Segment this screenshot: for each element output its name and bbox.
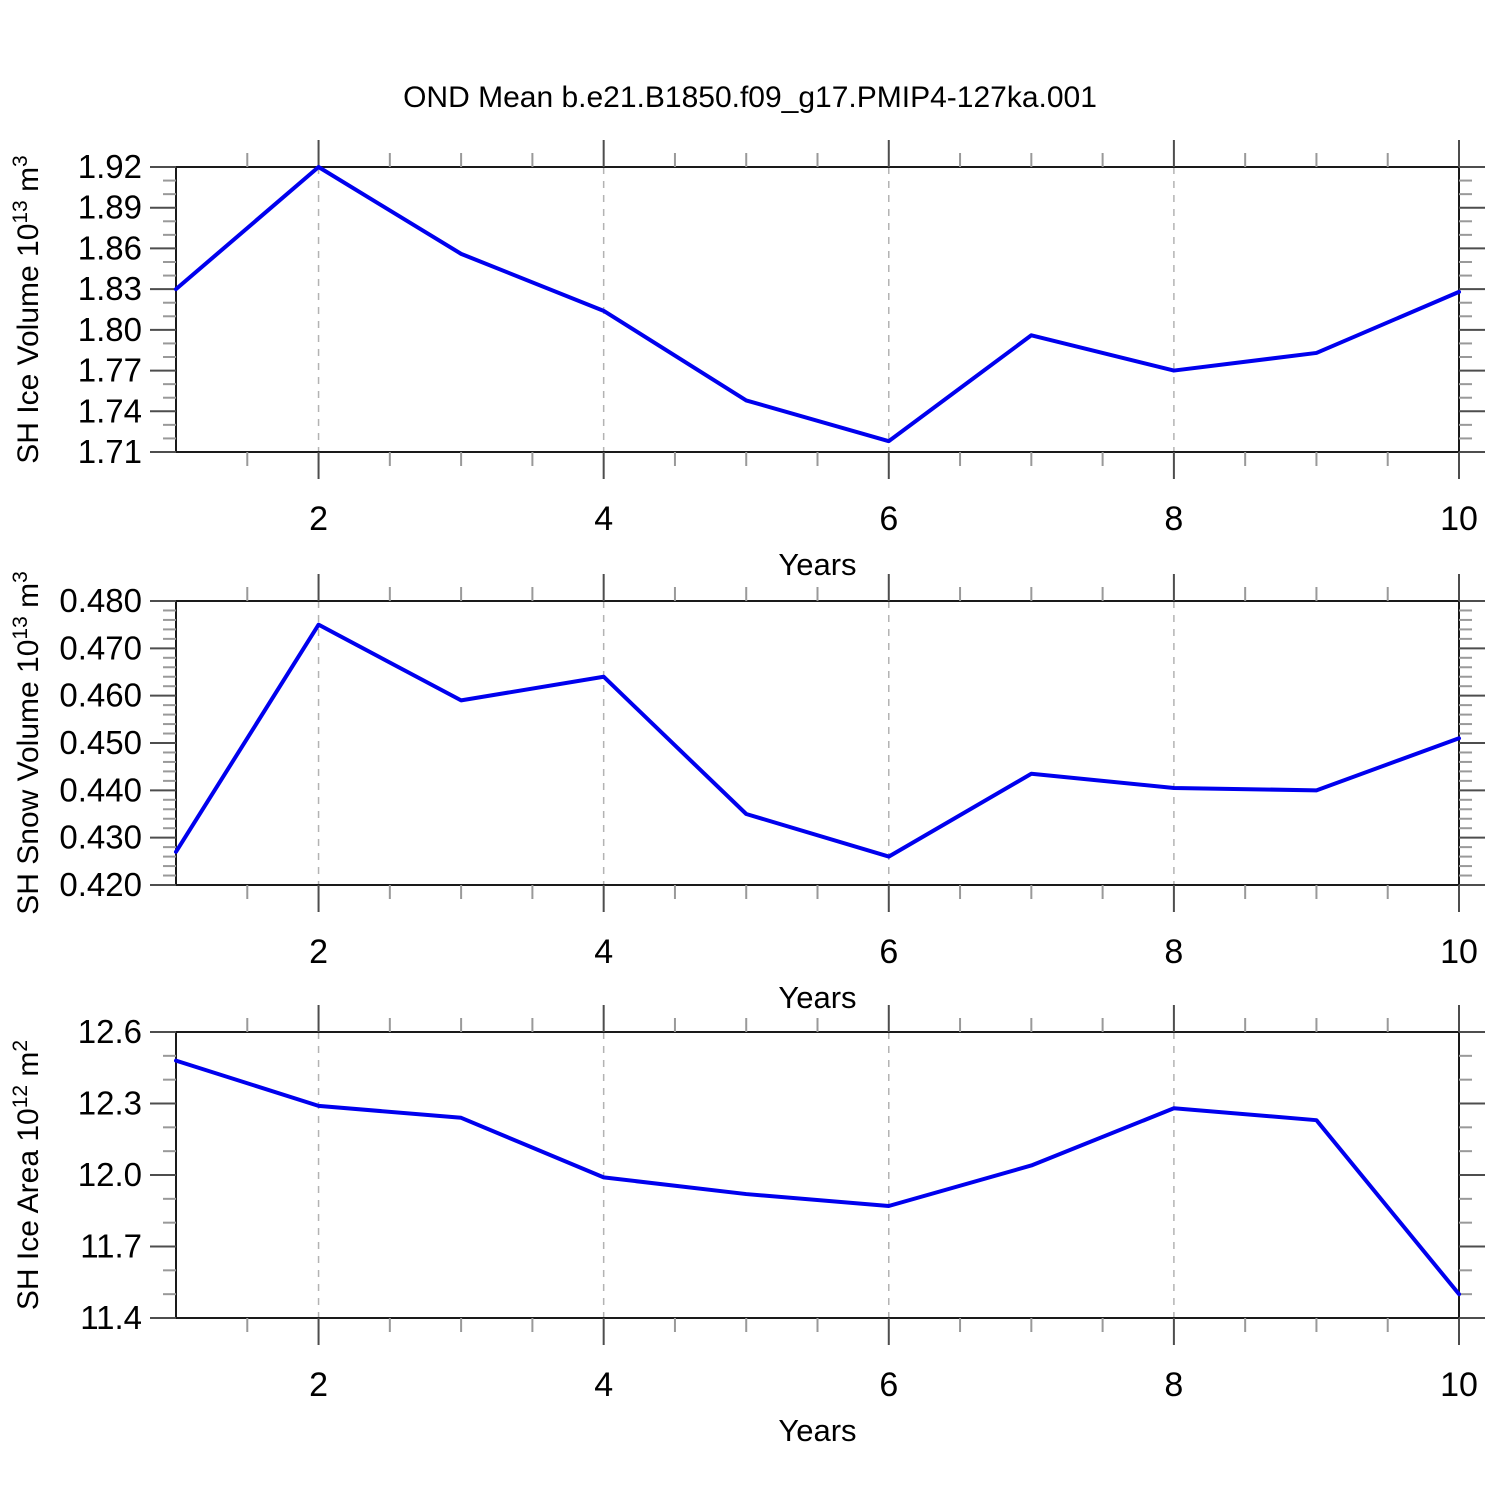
gridlines	[317, 601, 1175, 885]
axis-frame	[175, 600, 1460, 886]
gridlines	[317, 167, 1175, 452]
y-tick-label: 1.74	[78, 392, 142, 429]
x-tick-labels: 2 4 6 8 10	[309, 500, 1478, 538]
y-minor-ticks	[163, 179, 1472, 440]
x-major-ticks	[317, 574, 1460, 912]
gridlines	[317, 1032, 1175, 1318]
x-major-ticks	[317, 140, 1460, 479]
y-major-ticks	[150, 166, 1485, 453]
x-minor-ticks	[246, 587, 1389, 899]
x-tick-label: 6	[879, 933, 898, 971]
y-axis-title: SH Ice Area 1012 m2	[9, 1040, 45, 1310]
x-axis-title: Years	[778, 980, 856, 1015]
y-major-ticks	[150, 1031, 1485, 1319]
y-minor-ticks	[163, 609, 1472, 877]
x-axis-title: Years	[778, 1413, 856, 1448]
y-tick-label: 0.460	[59, 677, 142, 714]
chart-title: OND Mean b.e21.B1850.f09_g17.PMIP4-127ka…	[403, 81, 1097, 114]
y-tick-label: 1.71	[78, 433, 142, 470]
y-tick-labels: 1.71 1.741.77 1.80 1.83 1.861.89 1.92	[78, 148, 142, 470]
x-minor-ticks	[246, 1018, 1389, 1332]
x-tick-labels: 2 4 6 8 10	[309, 1366, 1478, 1404]
panel-top: 1.71 1.741.77 1.80 1.83 1.861.89 1.92 2 4 6 8 10 Ye…	[9, 140, 1485, 582]
x-tick-label: 4	[594, 933, 613, 971]
y-tick-label: 1.80	[78, 311, 142, 348]
x-minor-ticks	[246, 153, 1389, 466]
y-tick-label: 1.89	[78, 189, 142, 226]
x-tick-label: 8	[1164, 500, 1183, 538]
series-line	[174, 1058, 1461, 1297]
x-tick-label: 4	[594, 500, 613, 538]
y-tick-label: 0.430	[59, 819, 142, 856]
x-tick-label: 10	[1440, 933, 1478, 971]
x-tick-label: 2	[309, 933, 328, 971]
x-tick-label: 10	[1440, 500, 1478, 538]
y-minor-ticks	[163, 1054, 1472, 1296]
y-tick-label: 12.6	[78, 1013, 142, 1050]
x-axis-title: Years	[778, 547, 856, 582]
x-tick-label: 2	[309, 1366, 328, 1404]
y-tick-labels: 11.4 11.7 12.0 12.3 12.6	[78, 1013, 142, 1336]
y-tick-label: 12.0	[78, 1156, 142, 1193]
y-tick-label: 11.4	[80, 1299, 142, 1336]
x-major-ticks	[317, 1005, 1460, 1345]
panel-bottom: 11.4 11.7 12.0 12.3 12.6 2 4 6 8 10 Years SH Ice Ar…	[9, 1005, 1485, 1448]
y-axis-title: SH Ice Volume 1013 m3	[9, 155, 45, 464]
y-tick-label: 12.3	[78, 1085, 142, 1122]
y-tick-labels: 0.420 0.430 0.440 0.450 0.460 0.470 0.480	[59, 582, 142, 903]
x-tick-label: 4	[594, 1366, 613, 1404]
x-tick-label: 6	[879, 500, 898, 538]
y-tick-label: 0.450	[59, 724, 142, 761]
y-axis-title: SH Snow Volume 1013 m3	[9, 571, 45, 915]
series-line	[174, 165, 1461, 444]
y-tick-label: 0.420	[59, 866, 142, 903]
x-tick-label: 8	[1164, 933, 1183, 971]
x-tick-label: 10	[1440, 1366, 1478, 1404]
y-tick-label: 11.7	[80, 1228, 142, 1265]
y-major-ticks	[150, 600, 1485, 886]
series-line	[174, 622, 1461, 859]
axis-frame	[175, 1031, 1460, 1319]
y-tick-label: 1.86	[78, 229, 142, 266]
chart-panels: 1.71 1.741.77 1.80 1.83 1.861.89 1.92 2 4 6 8 10 Ye…	[9, 140, 1485, 1448]
x-tick-label: 2	[309, 500, 328, 538]
y-tick-label: 0.440	[59, 771, 142, 808]
y-tick-label: 1.83	[78, 270, 142, 307]
x-tick-label: 8	[1164, 1366, 1183, 1404]
panel-middle: 0.420 0.430 0.440 0.450 0.460 0.470 0.480 2 4 6 8 1…	[9, 571, 1485, 1015]
y-tick-label: 1.92	[78, 148, 142, 185]
axis-frame	[175, 166, 1460, 453]
x-tick-label: 6	[879, 1366, 898, 1404]
y-tick-label: 0.470	[59, 629, 142, 666]
x-tick-labels: 2 4 6 8 10	[309, 933, 1478, 971]
y-tick-label: 1.77	[78, 352, 142, 389]
y-tick-label: 0.480	[59, 582, 142, 619]
